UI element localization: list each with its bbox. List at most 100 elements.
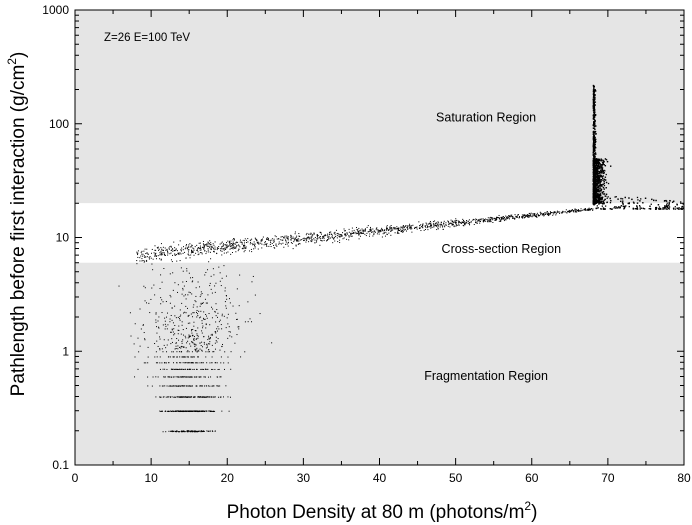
data-point [483,220,485,222]
data-point [402,231,404,233]
data-point [185,327,187,329]
data-point [516,215,518,217]
data-point [260,239,262,241]
data-point [161,254,163,256]
data-point [220,250,222,252]
data-point [159,254,161,256]
data-point [489,219,491,221]
data-point [348,235,350,237]
data-point [188,336,190,338]
data-point [158,316,160,318]
data-point [177,396,179,398]
data-point [174,396,176,398]
data-point [620,200,622,203]
data-point [399,230,400,232]
data-point [529,214,531,216]
data-point [414,226,416,228]
data-point [190,277,192,279]
data-point [594,145,596,147]
data-point [183,369,185,370]
y-tick-label-3: 100 [49,117,69,131]
data-point [134,376,136,378]
data-point [191,385,193,387]
data-point [358,227,360,229]
data-point [245,239,247,241]
data-point [273,244,275,246]
data-point [182,356,184,358]
data-point [159,338,161,340]
data-point [386,229,388,231]
data-point [268,237,270,239]
data-point [161,362,163,364]
data-point [226,317,228,319]
data-point [298,235,300,237]
data-point [400,226,402,228]
data-point [666,200,668,202]
data-point [159,258,161,260]
data-point [359,235,361,237]
data-point [432,221,434,223]
data-point [339,236,341,238]
data-point [177,376,179,378]
data-point [369,226,371,228]
data-point [192,334,194,336]
data-point [175,348,177,349]
data-point [232,305,234,307]
data-point [156,247,158,249]
data-point [499,220,501,222]
data-point [302,238,304,240]
data-point [211,292,213,294]
data-point [376,233,378,235]
data-point [143,250,145,252]
data-point [463,221,465,223]
data-point [267,239,269,241]
data-point [170,410,172,412]
data-point [409,226,411,228]
data-point [536,214,538,216]
data-point [178,385,180,387]
data-point [345,233,347,235]
data-point [174,250,176,252]
data-point [263,244,265,246]
data-point [593,89,596,91]
data-point [210,411,212,412]
data-point [325,235,327,237]
data-point [583,208,585,210]
data-point [229,331,231,333]
data-point [462,221,464,223]
data-point [211,247,213,249]
data-point [593,101,596,103]
data-point [173,385,175,387]
data-point [575,210,577,212]
data-point [602,186,605,189]
data-point [549,213,551,215]
data-point [184,356,186,358]
data-point [448,221,450,223]
data-point [379,229,381,231]
data-point [266,239,268,241]
data-point [605,173,607,176]
data-point [461,222,463,224]
data-point [154,255,156,257]
data-point [545,212,547,214]
data-point [151,287,153,289]
data-point [594,96,596,99]
data-point [614,206,616,208]
data-point [376,227,378,229]
data-point [593,105,595,107]
data-point [253,244,255,246]
data-point [171,430,173,432]
data-point [603,164,605,166]
data-point [283,246,285,248]
data-point [256,240,258,242]
data-point [203,341,205,343]
data-point [339,239,341,241]
data-point [241,248,243,250]
data-point [598,198,600,201]
data-point [628,197,630,199]
data-point [206,317,208,319]
data-point [192,251,194,253]
data-point [398,227,400,229]
data-point [154,249,156,251]
data-point [593,133,595,136]
